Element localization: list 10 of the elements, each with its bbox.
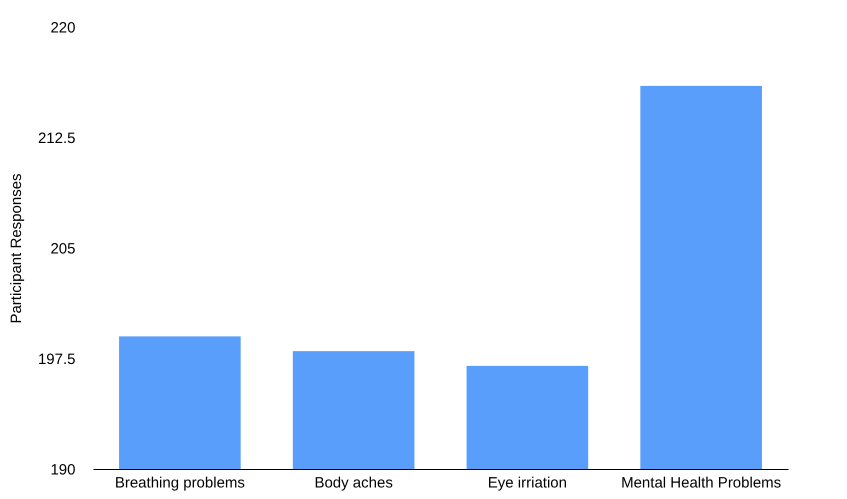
y-tick-label: 212.5 [38,130,76,147]
y-tick-label: 190 [50,462,76,478]
x-tick-label: Mental Health Problems [621,474,782,492]
y-tick-label: 205 [50,240,76,258]
x-tick-label: Eye irriation [488,474,567,492]
y-axis-title: Participant Responses [8,173,25,324]
y-tick-label: 220 [50,20,76,36]
y-tick-label: 197.5 [38,351,76,368]
x-tick-label: Body aches [314,474,393,492]
x-tick-label: Breathing problems [114,474,245,492]
